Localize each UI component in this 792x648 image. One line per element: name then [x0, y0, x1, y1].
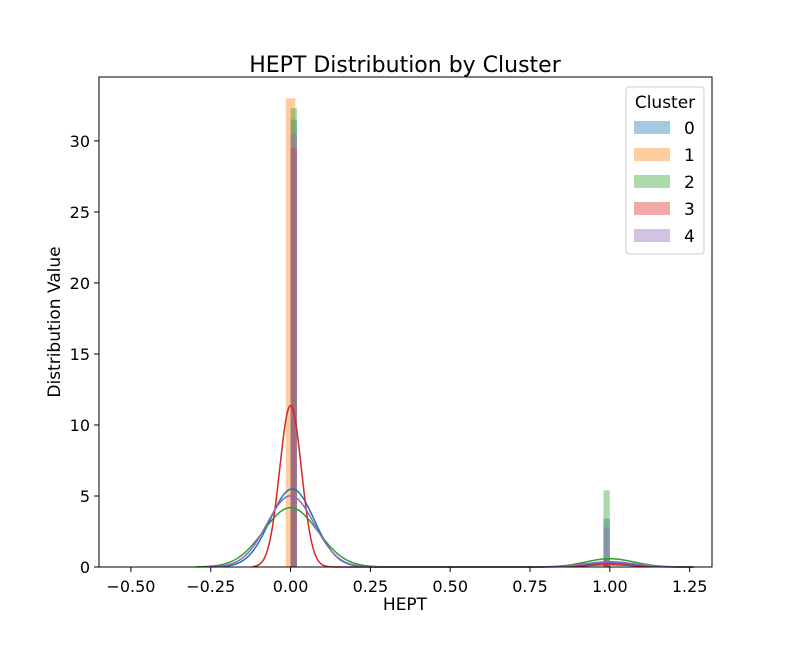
legend: Cluster 0 1 2 3 4 [625, 86, 705, 255]
y-axis-ticks: 0 5 10 15 20 25 30 [70, 132, 99, 577]
x-axis-ticks: −0.50 −0.25 0.00 0.25 0.50 0.75 1.00 1.25 [106, 567, 707, 596]
legend-label-0: 0 [684, 119, 695, 139]
y-tick-label: 30 [70, 132, 90, 151]
legend-label-3: 3 [684, 200, 695, 220]
histogram-bar-cluster-0-1 [603, 518, 610, 567]
legend-swatch-0 [634, 121, 670, 134]
x-tick-label: 1.00 [592, 577, 628, 596]
legend-swatch-2 [634, 175, 670, 188]
x-tick-label: 0.50 [432, 577, 468, 596]
legend-title: Cluster [635, 93, 695, 113]
histogram-bar-cluster-2-0 [290, 108, 297, 568]
y-tick-label: 15 [70, 345, 90, 364]
legend-label-2: 2 [684, 173, 695, 193]
histogram-bar-cluster-4-1 [603, 527, 610, 567]
y-tick-label: 5 [80, 487, 90, 506]
legend-entries: 0 1 2 3 4 [634, 119, 695, 247]
chart-title: HEPT Distribution by Cluster [249, 53, 562, 78]
legend-label-4: 4 [684, 227, 695, 247]
legend-swatch-3 [634, 202, 670, 215]
x-tick-label: 0.00 [273, 577, 309, 596]
legend-swatch-4 [634, 229, 670, 242]
y-tick-label: 25 [70, 203, 90, 222]
histogram-bar-cluster-3-0 [290, 148, 297, 567]
x-axis-label: HEPT [383, 595, 428, 615]
x-tick-label: −0.25 [186, 577, 235, 596]
histogram-bar-cluster-4-0 [290, 133, 297, 568]
legend-frame [625, 86, 705, 255]
histogram-bar-cluster-1-0 [285, 98, 296, 567]
histogram-bar-cluster-0-0 [290, 119, 297, 567]
y-tick-label: 0 [80, 558, 90, 577]
x-tick-label: −0.50 [106, 577, 155, 596]
histogram-bar-cluster-2-1 [603, 490, 610, 567]
axes-frame [98, 76, 713, 568]
x-tick-label: 0.25 [353, 577, 389, 596]
legend-swatch-1 [634, 148, 670, 161]
x-tick-label: 0.75 [512, 577, 548, 596]
legend-label-1: 1 [684, 146, 695, 166]
y-tick-label: 20 [70, 274, 90, 293]
x-tick-label: 1.25 [672, 577, 708, 596]
y-axis-label: Distribution Value [45, 246, 65, 397]
y-tick-label: 10 [70, 416, 90, 435]
